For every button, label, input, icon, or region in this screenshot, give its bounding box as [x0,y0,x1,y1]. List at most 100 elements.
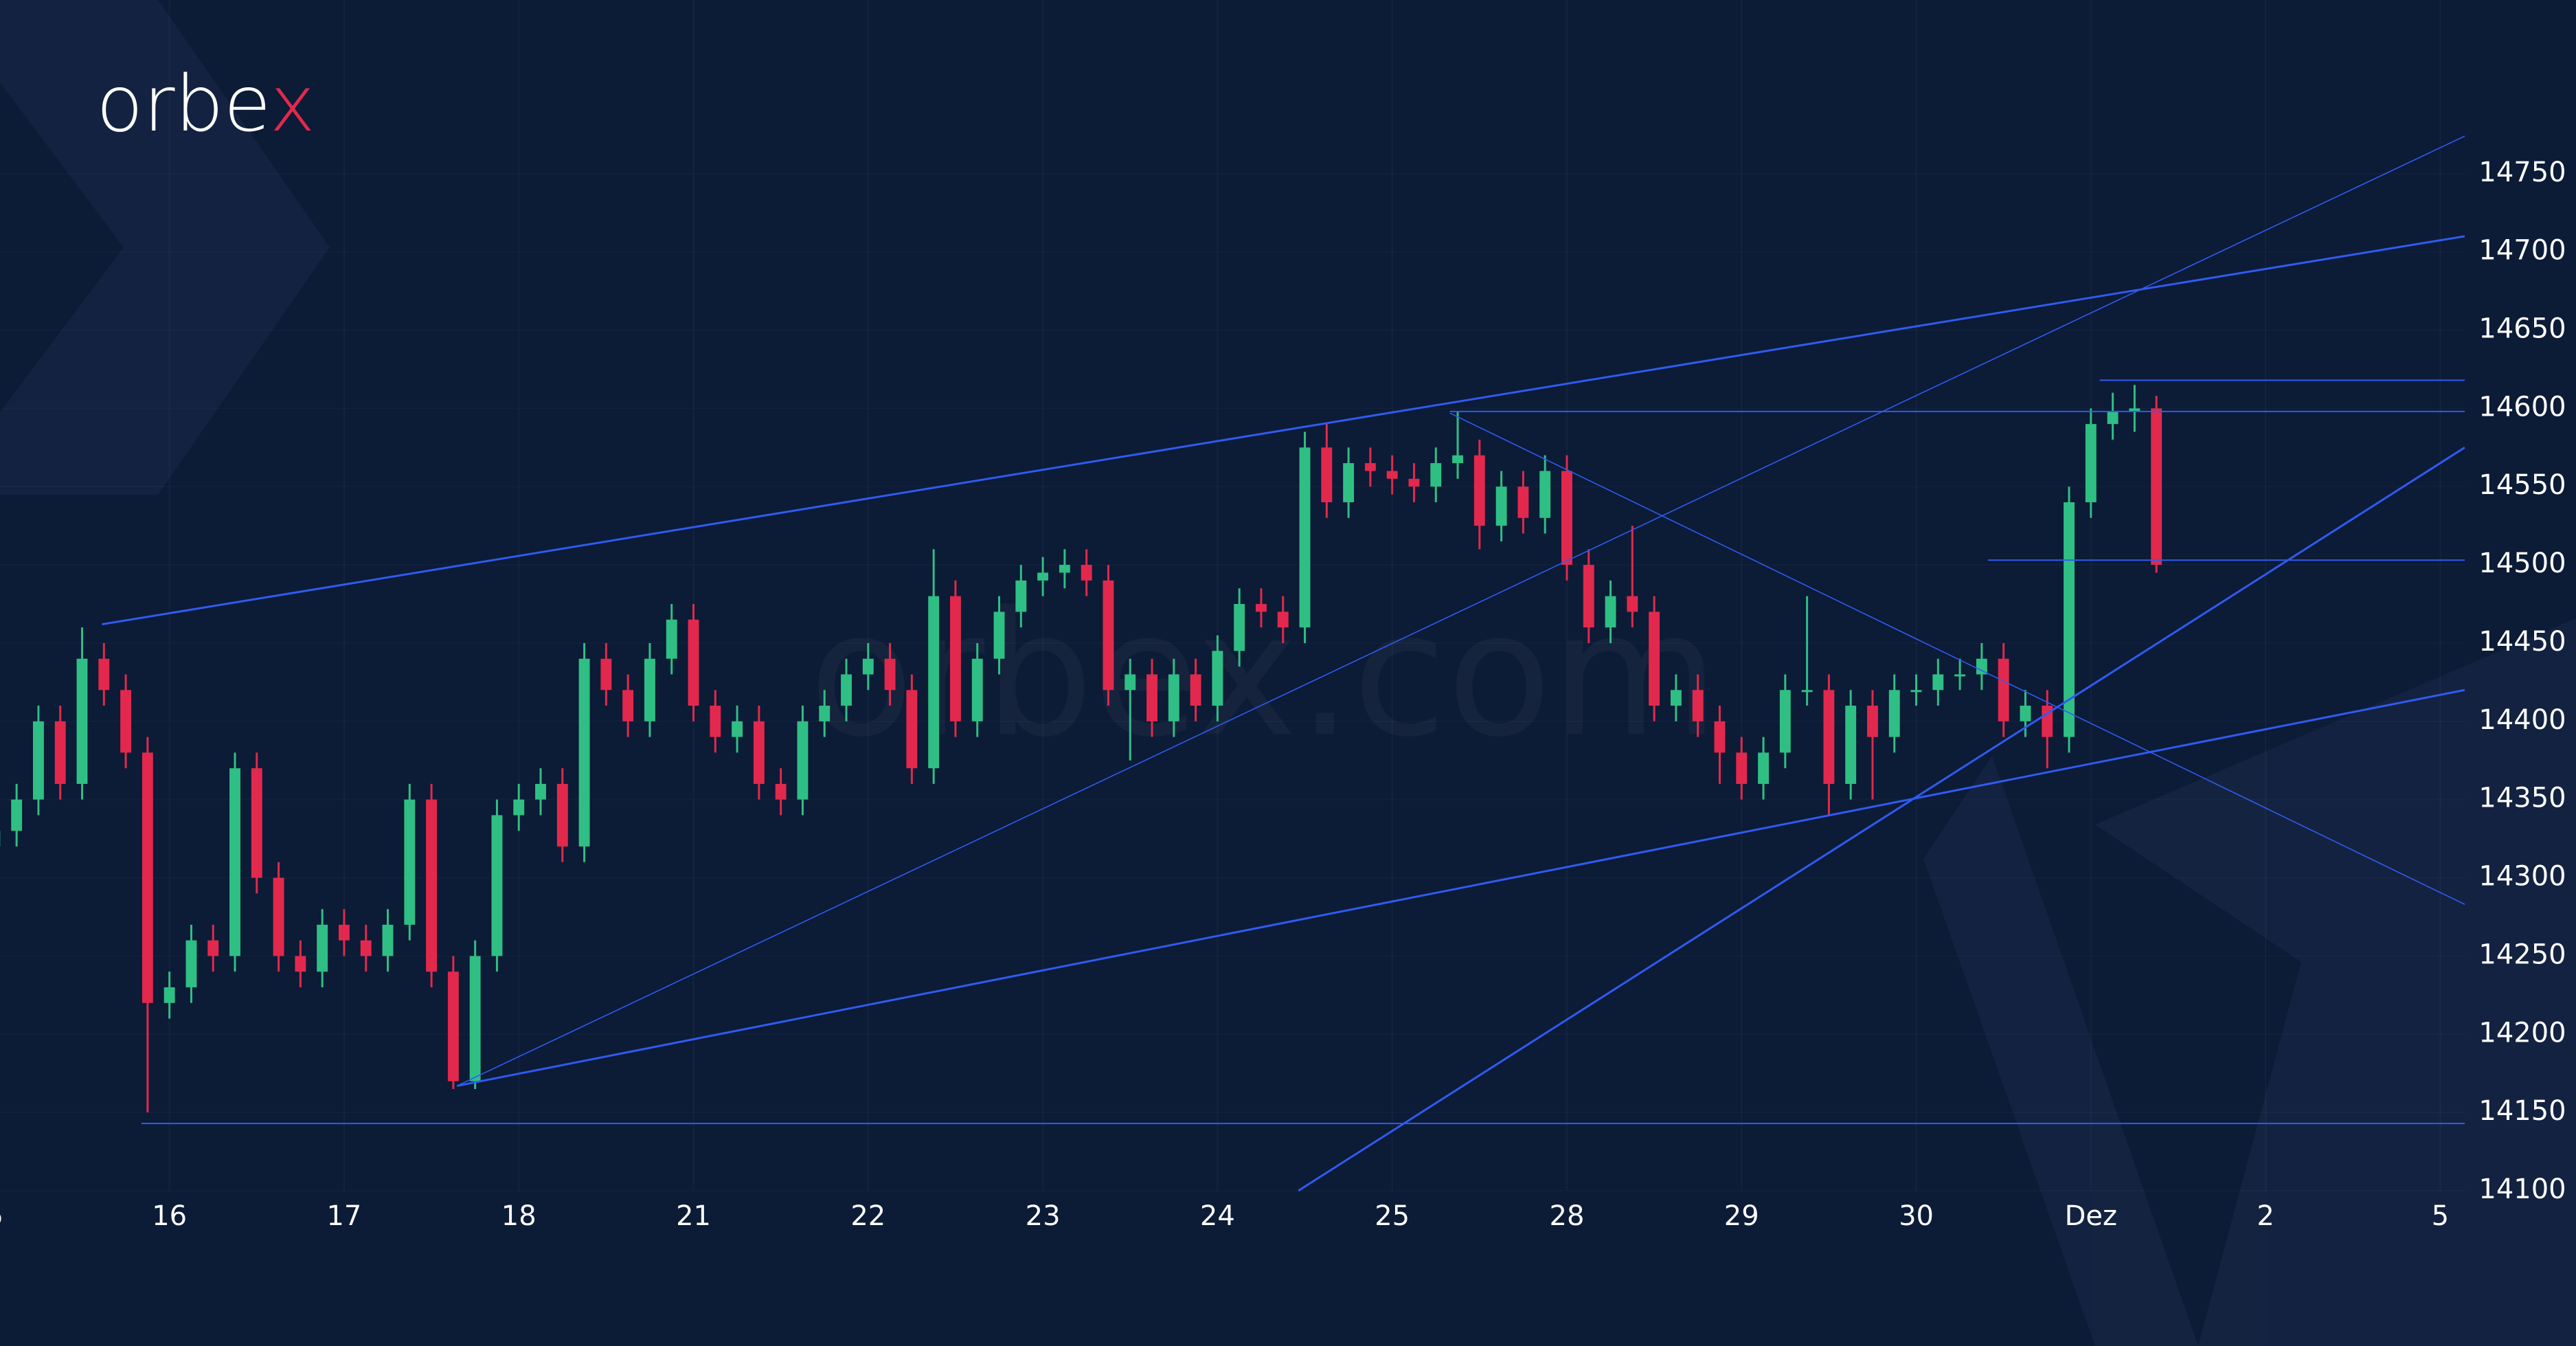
candle-body [1714,721,1726,753]
y-tick-label: 14250 [2478,939,2566,970]
candle-body [404,799,416,925]
x-tick-label: 2 [2257,1200,2274,1232]
candle-body [98,658,110,691]
candle-body [1561,471,1572,565]
candle-body [535,783,546,800]
candle-body [339,924,350,941]
candle-body [1364,463,1376,471]
candle-body [1539,471,1551,518]
y-tick-label: 14700 [2478,235,2566,267]
candle-body [1801,690,1813,693]
candle-body [556,783,568,847]
candle-body [688,619,699,706]
y-tick-label: 14600 [2478,391,2566,423]
candle-body [2085,424,2097,503]
candle-body [382,924,394,956]
logo-accent: x [270,60,315,149]
candle-body [797,721,809,800]
candle-body [1299,447,1311,628]
candle-body [469,956,481,1081]
shape [1923,756,2198,1346]
candle-body [1845,706,1857,784]
x-tick-label: 5 [2432,1200,2449,1232]
candle-body [2107,411,2119,425]
x-tick-label: 29 [1724,1200,1759,1232]
candle-body [54,721,66,784]
candle-body [1321,447,1333,503]
candle-body [775,783,787,800]
candle-body [2042,706,2053,737]
candle-body [993,612,1005,659]
candle-body [1037,572,1049,581]
trend-line [456,135,2465,1087]
candle-body [1670,690,1682,706]
candle-body [1190,674,1201,706]
x-tick-label: 16 [152,1200,187,1232]
candle-body [1758,752,1769,784]
candle-body [2020,706,2031,721]
y-tick-label: 14550 [2478,469,2566,501]
candle-body [207,940,219,956]
candle-body [2129,408,2140,412]
x-tick-label: 5 [0,1200,3,1232]
candle-body [426,799,438,972]
x-tick-label: 21 [676,1200,711,1232]
candle-body [2151,408,2162,565]
candle-body [1998,658,2009,721]
y-tick-label: 14200 [2478,1017,2566,1048]
candle-body [1277,612,1289,628]
candle-body [2064,502,2075,737]
x-tick-label: 25 [1375,1200,1410,1232]
candle-body [163,987,175,1003]
candle-body [732,721,743,737]
logo: orbex [96,60,315,149]
candle-body [1583,565,1594,628]
candle-body [185,940,197,987]
candle-body [32,721,44,800]
y-tick-label: 14350 [2478,783,2566,814]
candle-body [76,658,88,784]
y-tick-label: 14450 [2478,626,2566,658]
candle-body [491,815,503,956]
x-tick-label: 28 [1550,1200,1585,1232]
candle-body [1168,674,1179,721]
candle-body [600,658,612,691]
candle-body [1125,674,1136,691]
candle-body [11,799,23,831]
trend-line [456,688,2465,1087]
candle-body [644,658,655,721]
y-tick-label: 14750 [2478,157,2566,188]
y-tick-label: 14300 [2478,861,2566,893]
candle-body [1779,690,1791,753]
candle-body [251,768,262,878]
candle-body [1495,486,1507,526]
y-tick-label: 14100 [2478,1174,2566,1205]
candle-body [666,619,677,659]
candle-body [1692,690,1704,721]
y-tick-label: 14400 [2478,704,2566,736]
candle-body [841,674,852,706]
x-tick-label: 18 [501,1200,536,1232]
x-tick-label: 24 [1200,1200,1235,1232]
chevron [0,0,330,495]
candle-body [1059,565,1070,573]
candle-body [1015,580,1027,612]
candle-body [1212,651,1223,706]
candle-body [1627,596,1638,612]
candle-body [1605,596,1616,628]
candle-body [229,768,240,956]
y-tick-label: 14500 [2478,548,2566,579]
candle-body [1976,658,1987,675]
candle-body [819,706,831,721]
x-tick-label: Dez [2065,1200,2117,1232]
shape [2095,618,2576,1346]
candle-body [710,706,721,737]
candle-body [1103,580,1114,691]
candle-body [447,972,459,1081]
x-tick-label: 30 [1899,1200,1934,1232]
candle-body [578,658,590,847]
